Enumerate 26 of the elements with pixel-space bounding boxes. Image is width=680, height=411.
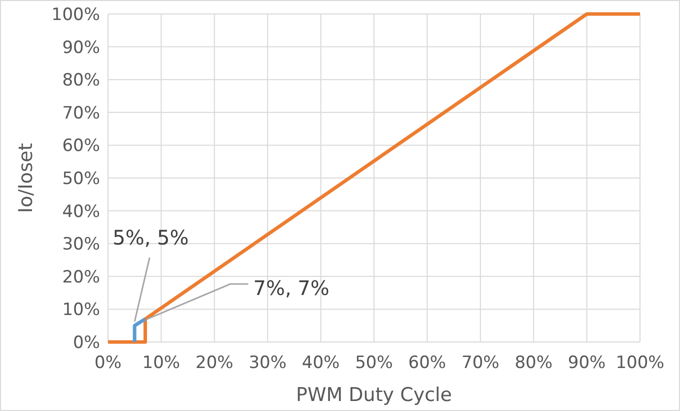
x-tick-label: 20% [196,353,234,373]
annotation: 7%, 7% [253,276,330,300]
x-tick-label: 60% [408,353,446,373]
x-tick-label: 30% [248,353,286,373]
x-tick-label: 90% [568,353,606,373]
y-tick-label: 60% [62,136,100,156]
annotation: 5%, 5% [112,226,189,250]
y-tick-label: 100% [51,5,100,25]
y-tick-label: 40% [62,202,100,222]
y-tick-label: 0% [73,333,100,353]
x-tick-label: 80% [514,353,552,373]
x-tick-label: 0% [94,353,122,373]
x-tick-label: 70% [462,353,500,373]
x-tick-label: 100% [616,353,664,373]
y-tick-label: 30% [62,234,100,255]
y-tick-label: 90% [62,38,100,58]
y-tick-label: 50% [62,169,100,189]
x-axis-title: PWM Duty Cycle [296,384,452,406]
y-tick-label: 70% [62,103,100,124]
y-tick-label: 80% [62,70,100,91]
x-tick-label: 50% [355,353,393,373]
x-tick-label: 10% [142,353,180,373]
x-tick-label: 40% [302,353,340,373]
y-axis-title: Io/Ioset [15,143,37,213]
y-tick-label: 20% [62,267,100,288]
y-tick-label: 10% [62,300,100,320]
